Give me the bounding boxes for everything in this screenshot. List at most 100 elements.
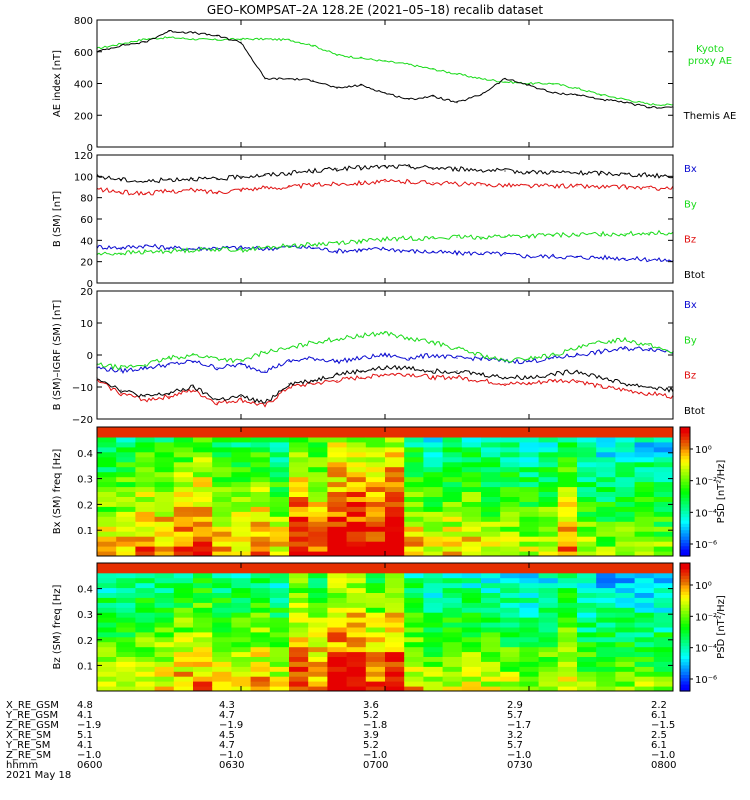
heatmap-cell <box>615 617 636 623</box>
data-point <box>408 98 410 100</box>
heatmap-cell <box>193 506 213 512</box>
heatmap-cell <box>596 651 616 657</box>
heatmap-cell <box>327 686 348 692</box>
heatmap-cell <box>461 567 482 574</box>
heatmap-cell <box>615 597 636 603</box>
heatmap-cell <box>346 597 367 603</box>
heatmap-cell <box>653 587 674 593</box>
colorbar-swatch <box>680 494 690 499</box>
heatmap-cell <box>116 666 136 672</box>
heatmap-cell <box>289 461 309 468</box>
data-point <box>192 389 194 391</box>
heatmap-cell <box>653 651 674 657</box>
heatmap-cell <box>442 563 463 569</box>
heatmap-cell <box>500 651 520 657</box>
heatmap-cell <box>442 567 463 574</box>
ephemeris-value: 4.7 <box>219 740 235 751</box>
heatmap-cell <box>212 496 232 502</box>
data-point <box>360 167 362 169</box>
heatmap-cell <box>173 546 194 552</box>
data-point <box>504 235 506 237</box>
heatmap-cell <box>385 476 405 483</box>
heatmap-cell <box>327 481 348 488</box>
heatmap-cell <box>596 456 616 463</box>
heatmap-cell <box>423 441 444 448</box>
heatmap-cell <box>500 676 520 682</box>
heatmap-cell <box>193 496 213 502</box>
heatmap-cell <box>615 587 636 593</box>
heatmap-cell <box>423 676 444 682</box>
heatmap-cell <box>327 582 348 589</box>
heatmap-cell <box>250 546 271 552</box>
heatmap-cell <box>269 446 290 453</box>
heatmap-cell <box>519 627 540 633</box>
data-point <box>600 256 602 258</box>
heatmap-cell <box>97 526 117 532</box>
heatmap-cell <box>423 521 444 527</box>
heatmap-cell <box>577 501 597 507</box>
heatmap-cell <box>596 656 616 662</box>
heatmap-cell <box>289 456 309 463</box>
heatmap-cell <box>634 671 655 677</box>
heatmap-cell <box>250 441 271 448</box>
heatmap-cell <box>135 506 156 512</box>
data-point <box>408 237 410 239</box>
heatmap-cell <box>577 676 597 682</box>
heatmap-cell <box>423 567 444 574</box>
colorbar-swatch <box>680 675 690 679</box>
heatmap-cell <box>653 641 674 648</box>
heatmap-cell <box>442 627 463 633</box>
data-point <box>480 252 482 254</box>
heatmap-cell <box>519 531 540 537</box>
heatmap-cell <box>404 427 424 433</box>
heatmap-cell <box>500 636 520 643</box>
heatmap-cell <box>596 563 616 569</box>
heatmap-cell <box>97 456 117 463</box>
heatmap-cell <box>653 607 674 613</box>
heatmap-cell <box>365 471 386 478</box>
heatmap-cell <box>404 666 424 672</box>
heatmap-cell <box>577 602 597 608</box>
heatmap-cell <box>404 656 424 662</box>
heatmap-cell <box>269 602 290 608</box>
heatmap-cell <box>135 551 156 557</box>
heatmap-cell <box>250 582 271 589</box>
heatmap-cell <box>653 486 674 492</box>
heatmap-cell <box>250 671 271 677</box>
heatmap-cell <box>634 627 655 633</box>
colorbar-swatch <box>680 456 690 460</box>
heatmap-cell <box>97 612 117 618</box>
heatmap-cell <box>269 506 290 512</box>
heatmap-cell <box>97 491 117 497</box>
heatmap-cell <box>97 551 117 557</box>
heatmap-cell <box>193 471 213 478</box>
data-point <box>576 185 578 187</box>
colorbar-swatch <box>680 633 690 638</box>
heatmap-cell <box>615 451 636 458</box>
data-point <box>288 383 290 385</box>
heatmap-cell <box>385 676 405 682</box>
heatmap-cell <box>154 686 175 692</box>
heatmap-cell <box>596 666 616 672</box>
data-point <box>648 348 650 350</box>
heatmap-cell <box>634 461 655 468</box>
data-point <box>264 402 266 404</box>
heatmap-cell <box>154 441 175 448</box>
heatmap-cell <box>653 612 674 618</box>
heatmap-cell <box>212 602 232 608</box>
heatmap-cell <box>154 612 175 618</box>
heatmap-cell <box>231 432 252 438</box>
heatmap-cell <box>653 436 674 443</box>
heatmap-cell <box>481 491 501 497</box>
heatmap-cell <box>97 461 117 468</box>
data-point <box>264 405 266 407</box>
heatmap-cell <box>173 641 194 648</box>
y-tick-label: 0.4 <box>77 585 93 596</box>
colorbar-swatch <box>680 507 690 512</box>
data-point <box>600 351 602 353</box>
heatmap-cell <box>404 636 424 643</box>
heatmap-cell <box>404 501 424 507</box>
heatmap-cell <box>193 461 213 468</box>
heatmap-cell <box>289 506 309 512</box>
heatmap-cell <box>212 471 232 478</box>
